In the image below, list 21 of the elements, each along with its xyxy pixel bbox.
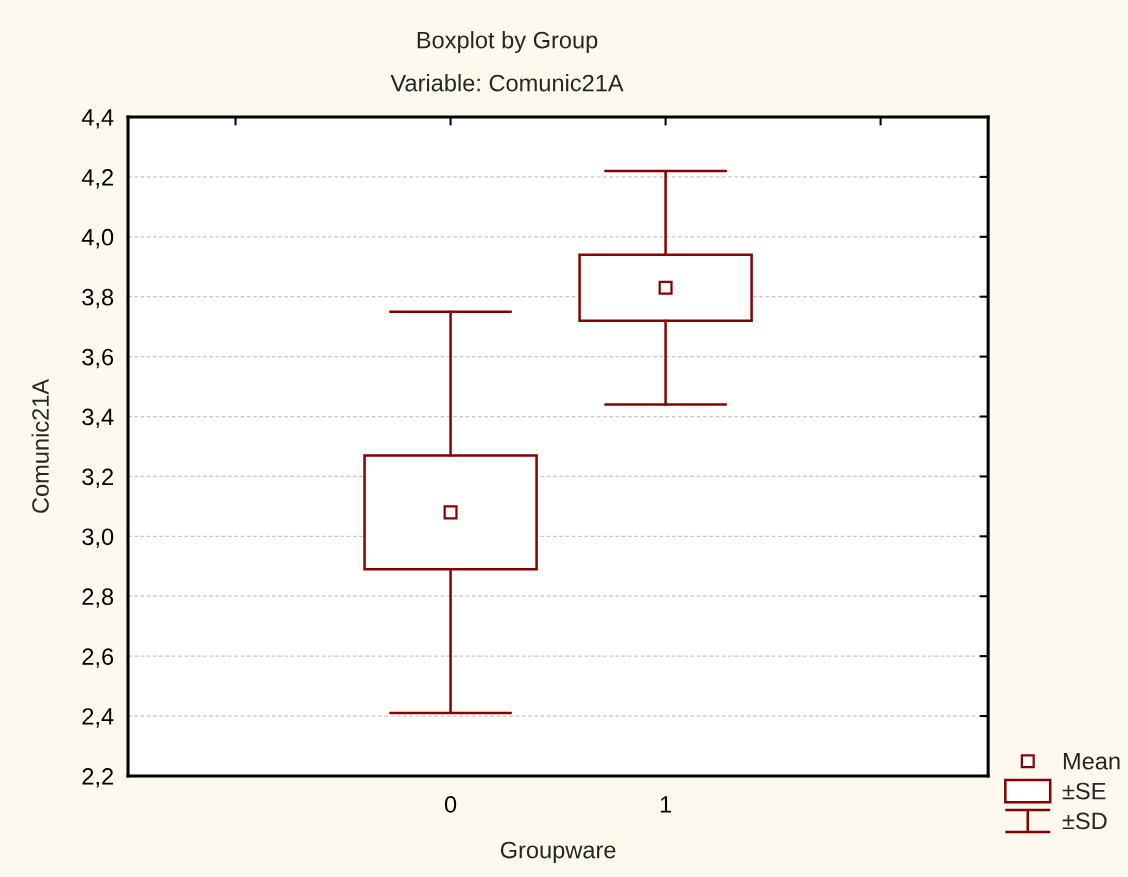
y-tick-label: 2,6	[82, 648, 114, 668]
x-tick-label: 1	[660, 796, 671, 813]
y-tick-label: 4,0	[81, 228, 114, 249]
y-tick-label: 3,6	[82, 348, 114, 369]
y-tick-label: 2,2	[82, 768, 113, 788]
chart-title: Boxplot by Group	[417, 31, 598, 54]
text: ±SD	[1062, 812, 1107, 830]
y-tick-label: 3,2	[82, 468, 113, 489]
y-tick-label: 4,2	[81, 168, 113, 189]
text: Mean	[1063, 753, 1120, 770]
chart-subtitle: Variable: Comunic21A	[390, 74, 624, 92]
y-tick-label: 3,8	[82, 288, 114, 309]
y-tick-label: 3,4	[82, 408, 114, 429]
x-tick-label: 0	[444, 796, 457, 813]
y-tick-label: 4,4	[81, 109, 114, 129]
x-axis-title: Groupware	[500, 841, 616, 864]
y-tick-label: 2,8	[82, 588, 114, 608]
y-axis-title: Comunic21A	[31, 378, 49, 513]
y-tick-label: 2,4	[82, 708, 114, 728]
text: ±SE	[1062, 782, 1106, 800]
y-tick-label: 3,0	[82, 528, 114, 548]
